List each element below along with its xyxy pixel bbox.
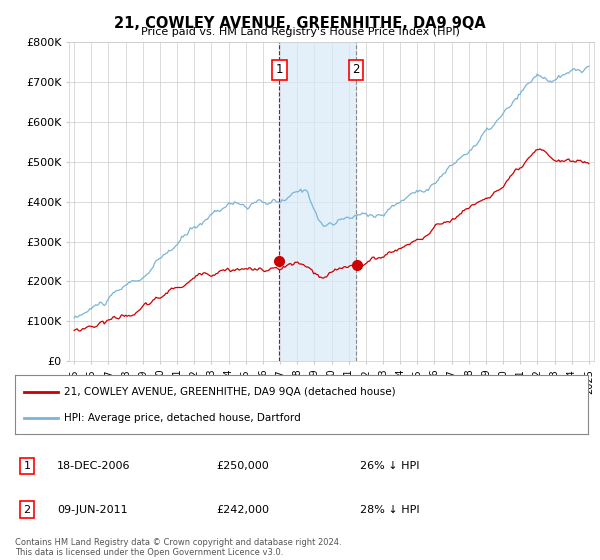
Text: HPI: Average price, detached house, Dartford: HPI: Average price, detached house, Dart… — [64, 413, 301, 423]
Text: 28% ↓ HPI: 28% ↓ HPI — [360, 505, 419, 515]
Text: £250,000: £250,000 — [216, 461, 269, 471]
Text: 26% ↓ HPI: 26% ↓ HPI — [360, 461, 419, 471]
Text: 2: 2 — [352, 63, 360, 76]
Text: £242,000: £242,000 — [216, 505, 269, 515]
Text: 1: 1 — [23, 461, 31, 471]
Text: Contains HM Land Registry data © Crown copyright and database right 2024.
This d: Contains HM Land Registry data © Crown c… — [15, 538, 341, 557]
Text: 18-DEC-2006: 18-DEC-2006 — [57, 461, 131, 471]
Text: 09-JUN-2011: 09-JUN-2011 — [57, 505, 128, 515]
Bar — [280, 42, 356, 361]
Text: 2: 2 — [23, 505, 31, 515]
Text: 21, COWLEY AVENUE, GREENHITHE, DA9 9QA (detached house): 21, COWLEY AVENUE, GREENHITHE, DA9 9QA (… — [64, 386, 395, 396]
Text: 1: 1 — [275, 63, 283, 76]
Text: 21, COWLEY AVENUE, GREENHITHE, DA9 9QA: 21, COWLEY AVENUE, GREENHITHE, DA9 9QA — [114, 16, 486, 31]
Text: Price paid vs. HM Land Registry's House Price Index (HPI): Price paid vs. HM Land Registry's House … — [140, 27, 460, 37]
